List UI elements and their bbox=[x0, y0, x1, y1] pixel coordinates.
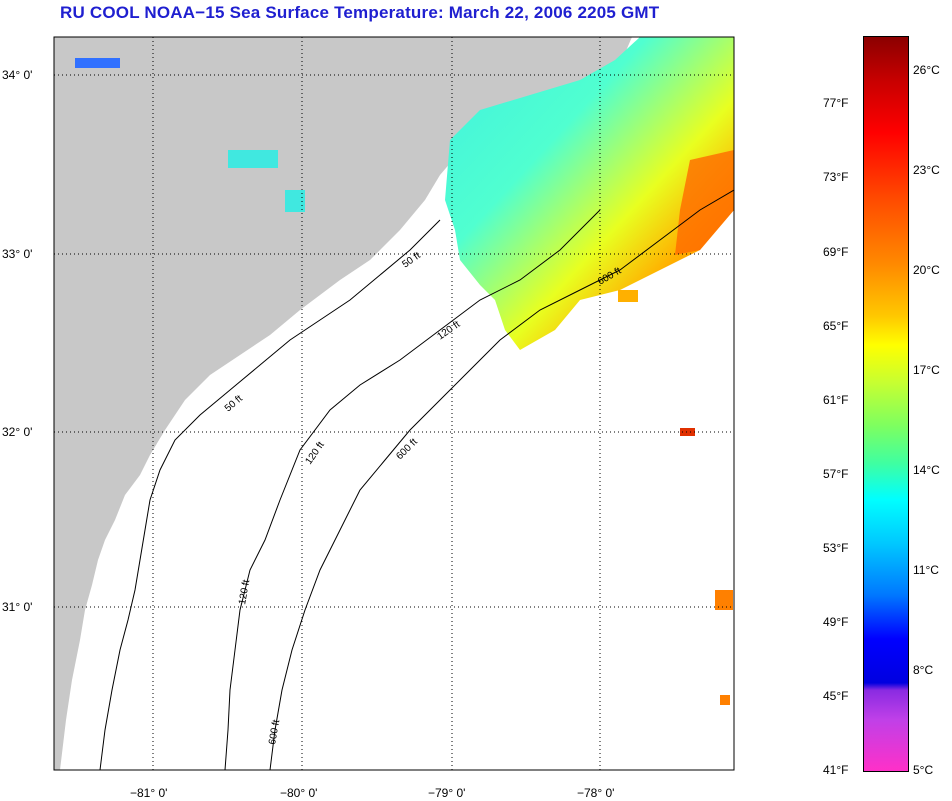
contour-120ft bbox=[224, 209, 601, 770]
sst-pixel-patch bbox=[75, 58, 120, 68]
graticule bbox=[54, 37, 734, 770]
contour-50ft bbox=[99, 219, 441, 770]
contour-label: 600 ft bbox=[267, 719, 282, 746]
map-title: RU COOL NOAA−15 Sea Surface Temperature:… bbox=[60, 3, 660, 22]
contour-600ft bbox=[269, 189, 734, 770]
colorbar-f-label: 77°F bbox=[823, 96, 849, 110]
longitude-label: −81° 0' bbox=[130, 786, 168, 800]
longitude-label: −79° 0' bbox=[428, 786, 466, 800]
contour-label: 120 ft bbox=[237, 579, 252, 606]
temperature-colorbar bbox=[863, 36, 909, 772]
colorbar-c-label: 20°C bbox=[913, 263, 940, 277]
sst-pixel-patch bbox=[720, 695, 730, 705]
colorbar-f-label: 49°F bbox=[823, 615, 849, 629]
sst-warm-patch bbox=[675, 150, 734, 255]
colorbar-c-label: 11°C bbox=[913, 563, 939, 577]
colorbar-c-label: 14°C bbox=[913, 463, 940, 477]
colorbar-f-label: 53°F bbox=[823, 541, 849, 555]
colorbar-c-label: 26°C bbox=[913, 63, 940, 77]
latitude-label: 32° 0' bbox=[2, 425, 33, 439]
sst-pixel-patch bbox=[715, 590, 733, 610]
colorbar-c-label: 5°C bbox=[913, 763, 934, 777]
sst-pixel-patch bbox=[228, 150, 278, 168]
latitude-label: 31° 0' bbox=[2, 600, 33, 614]
colorbar-f-label: 61°F bbox=[823, 393, 849, 407]
colorbar-f-label: 65°F bbox=[823, 319, 849, 333]
sst-pixel-patch bbox=[680, 428, 695, 436]
colorbar-f-label: 73°F bbox=[823, 170, 849, 184]
colorbar-f-label: 41°F bbox=[823, 763, 849, 777]
sst-data-region bbox=[445, 37, 734, 350]
sst-pixel-patch bbox=[618, 290, 638, 302]
colorbar-f-label: 69°F bbox=[823, 245, 849, 259]
longitude-label: −78° 0' bbox=[577, 786, 615, 800]
latitude-label: 33° 0' bbox=[2, 247, 33, 261]
colorbar-f-label: 57°F bbox=[823, 467, 849, 481]
latitude-label: 34° 0' bbox=[2, 68, 33, 82]
colorbar-c-label: 17°C bbox=[913, 363, 940, 377]
longitude-label: −80° 0' bbox=[280, 786, 318, 800]
colorbar-f-label: 45°F bbox=[823, 689, 849, 703]
colorbar-c-label: 23°C bbox=[913, 163, 940, 177]
colorbar-c-label: 8°C bbox=[913, 663, 934, 677]
land-area bbox=[54, 37, 632, 770]
map-frame bbox=[53, 36, 735, 771]
sst-pixel-patch bbox=[285, 190, 305, 212]
